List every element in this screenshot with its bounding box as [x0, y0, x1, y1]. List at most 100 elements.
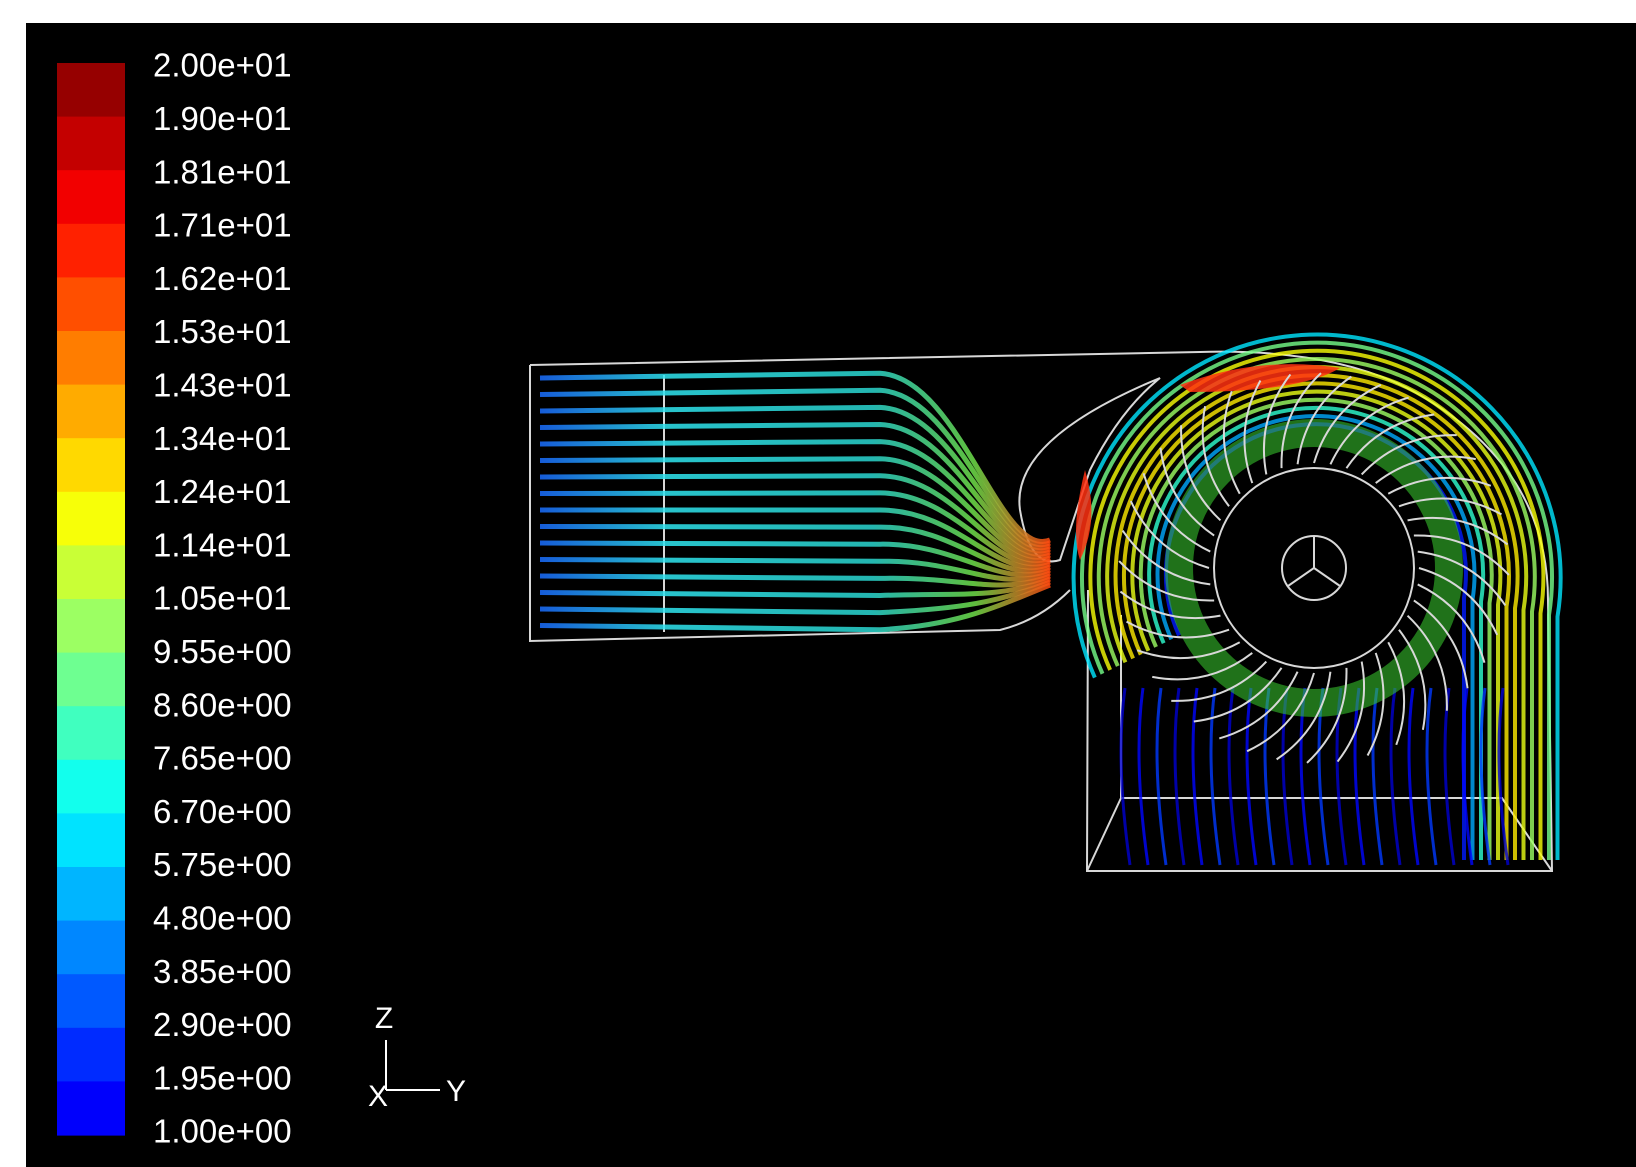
impeller-blade	[1360, 434, 1457, 476]
colorbar-band	[57, 1027, 125, 1082]
colorbar-band	[57, 116, 125, 171]
inlet-streamline	[539, 456, 1051, 560]
colorbar-band	[57, 384, 125, 439]
impeller-blade	[1222, 390, 1241, 495]
colorbar-band	[57, 974, 125, 1029]
impeller-blade	[1375, 455, 1476, 484]
outlet-streamline	[1389, 687, 1402, 866]
inlet-streamline	[539, 490, 1051, 567]
colorbar-band	[57, 920, 125, 975]
impeller-blade	[1413, 599, 1469, 689]
impeller-blade	[1366, 652, 1385, 756]
inlet-streamline	[539, 473, 1051, 563]
colorbar-band	[57, 706, 125, 761]
inlet-outline	[529, 365, 1071, 643]
impeller-blade	[1126, 620, 1230, 639]
colorbar-label: 8.60e+00	[153, 686, 292, 723]
colorbar-band	[57, 277, 125, 332]
inlet-streamline	[539, 439, 1051, 557]
impeller-blade	[1219, 671, 1299, 740]
colorbar-label: 1.00e+00	[153, 1113, 292, 1150]
triad-x-label: X	[368, 1080, 388, 1113]
colorbar-label: 1.34e+01	[153, 420, 292, 457]
colorbar-label: 2.00e+01	[153, 47, 292, 84]
volute-streamline	[1155, 414, 1477, 860]
impeller-blade	[1398, 497, 1502, 516]
impeller-blade	[1121, 530, 1211, 586]
colorbar-label: 6.70e+00	[153, 793, 292, 830]
colorbar-label: 1.71e+01	[153, 207, 292, 244]
outlet-streamline	[1479, 687, 1492, 866]
colorbar-band	[57, 545, 125, 600]
triad-z-label: Z	[375, 1002, 393, 1035]
impeller-blade	[1180, 425, 1222, 522]
impeller-blade	[1387, 641, 1406, 746]
colorbar-label: 1.62e+01	[153, 260, 292, 297]
colorbar-band	[57, 63, 125, 118]
inlet-streamline	[539, 540, 1051, 578]
impeller-blade	[1263, 373, 1292, 475]
colorbar-label: 1.95e+00	[153, 1059, 292, 1096]
outlet-streamline	[1371, 687, 1384, 866]
impeller-blade	[1193, 667, 1283, 723]
colorbar-label: 1.14e+01	[153, 526, 292, 563]
colorbar-band	[57, 759, 125, 814]
outlet-streamline	[1209, 687, 1222, 866]
colorbar-label: 7.65e+00	[153, 740, 292, 777]
colorbar-label: 9.55e+00	[153, 633, 292, 670]
colorbar-band	[57, 867, 125, 922]
outlet-streamline	[1119, 687, 1132, 866]
colorbar: 2.00e+01 1.90e+01 1.81e+01 1.71e+01 1.62e+01…	[57, 47, 292, 1150]
impeller-blade	[1118, 560, 1215, 602]
volute-streamline	[1130, 389, 1503, 860]
impeller-blade	[1387, 476, 1492, 495]
impeller-blade	[1276, 671, 1332, 761]
inlet-streamline	[539, 576, 1051, 599]
impeller-blade	[1345, 413, 1435, 469]
impeller-blade	[1407, 517, 1509, 546]
volute-streamline	[1088, 348, 1546, 860]
colorbar-band	[57, 813, 125, 868]
colorbar-band	[57, 599, 125, 654]
impeller-blade	[1201, 406, 1230, 507]
impeller-ring	[1213, 467, 1415, 669]
impeller-blade	[1246, 672, 1315, 753]
inlet-streamline	[540, 507, 1051, 570]
colorbar-label: 1.43e+01	[153, 367, 292, 404]
volute-streamline	[1147, 405, 1486, 860]
colorbar-band	[57, 170, 125, 225]
impeller-blade	[1243, 380, 1262, 484]
flow-field	[529, 332, 1563, 872]
impeller-blade	[1417, 550, 1507, 606]
colorbar-band	[57, 438, 125, 493]
colorbar-label: 1.90e+01	[153, 100, 292, 137]
hub-detail	[1287, 536, 1341, 587]
impeller-blade	[1417, 583, 1486, 663]
outlet-streamline	[1407, 687, 1420, 866]
inlet-streamline	[539, 370, 1051, 544]
colorbar-label: 2.90e+00	[153, 1006, 292, 1043]
inlet-streamline	[539, 421, 1051, 554]
colorbar-label: 3.85e+00	[153, 953, 292, 990]
inlet-streamline	[539, 404, 1051, 551]
outlet-streamline	[1245, 687, 1258, 866]
colorbar-band	[57, 491, 125, 546]
triad-y-label: Y	[446, 1075, 466, 1108]
outlet-streamline	[1497, 687, 1510, 866]
colorbar-band	[57, 1081, 125, 1136]
outlet-streamline	[1227, 687, 1240, 866]
outlet-streamline	[1191, 687, 1204, 866]
colorbar-band	[57, 331, 125, 386]
impeller-blade	[1152, 652, 1253, 681]
impeller-blade	[1119, 590, 1221, 619]
impeller-blade	[1418, 567, 1499, 636]
colorbar-label: 1.81e+01	[153, 153, 292, 190]
impeller-blade	[1406, 614, 1448, 711]
inlet-streamline	[539, 524, 1051, 574]
impeller-blade	[1296, 375, 1352, 465]
colorbar-label: 5.75e+00	[153, 846, 292, 883]
inlet-streamline	[539, 579, 1051, 616]
impeller-blade	[1336, 661, 1365, 763]
